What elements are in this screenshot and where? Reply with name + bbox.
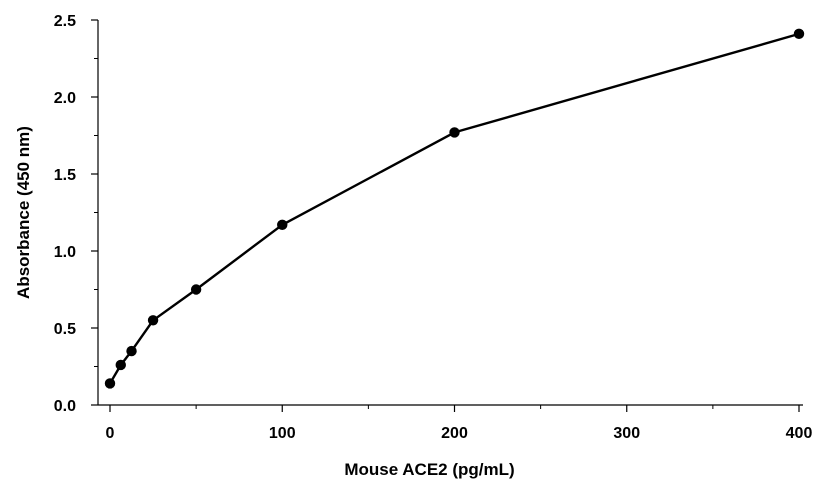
data-point	[115, 359, 126, 371]
data-point	[147, 315, 159, 326]
y-tick-label: 0.0	[54, 398, 76, 415]
y-tick-label: 2.5	[54, 13, 76, 30]
x-tick-label: 300	[613, 425, 640, 442]
data-point	[449, 127, 460, 138]
data-point	[793, 28, 805, 40]
data-point	[277, 219, 288, 231]
ticks: 0 100 200 300 400 0.0 0.5 1.0 1.5 2.0 2.5	[54, 13, 813, 442]
data-point	[126, 345, 137, 357]
x-tick-label: 100	[269, 425, 296, 442]
x-tick-label: 200	[441, 425, 468, 442]
y-axis-title: Absorbance (450 nm)	[14, 126, 33, 299]
x-tick-label: 0	[106, 425, 115, 442]
x-tick-label: 400	[786, 425, 813, 442]
data-point	[190, 284, 202, 295]
y-tick-label: 0.5	[54, 321, 76, 338]
series-line	[108, 32, 800, 385]
y-tick-label: 1.5	[54, 167, 76, 184]
data-point	[104, 378, 116, 389]
y-tick-label: 1.0	[54, 244, 76, 261]
series	[104, 28, 805, 389]
x-axis-title: Mouse ACE2 (pg/mL)	[344, 460, 514, 479]
axes	[97, 20, 803, 406]
y-tick-label: 2.0	[54, 90, 76, 107]
